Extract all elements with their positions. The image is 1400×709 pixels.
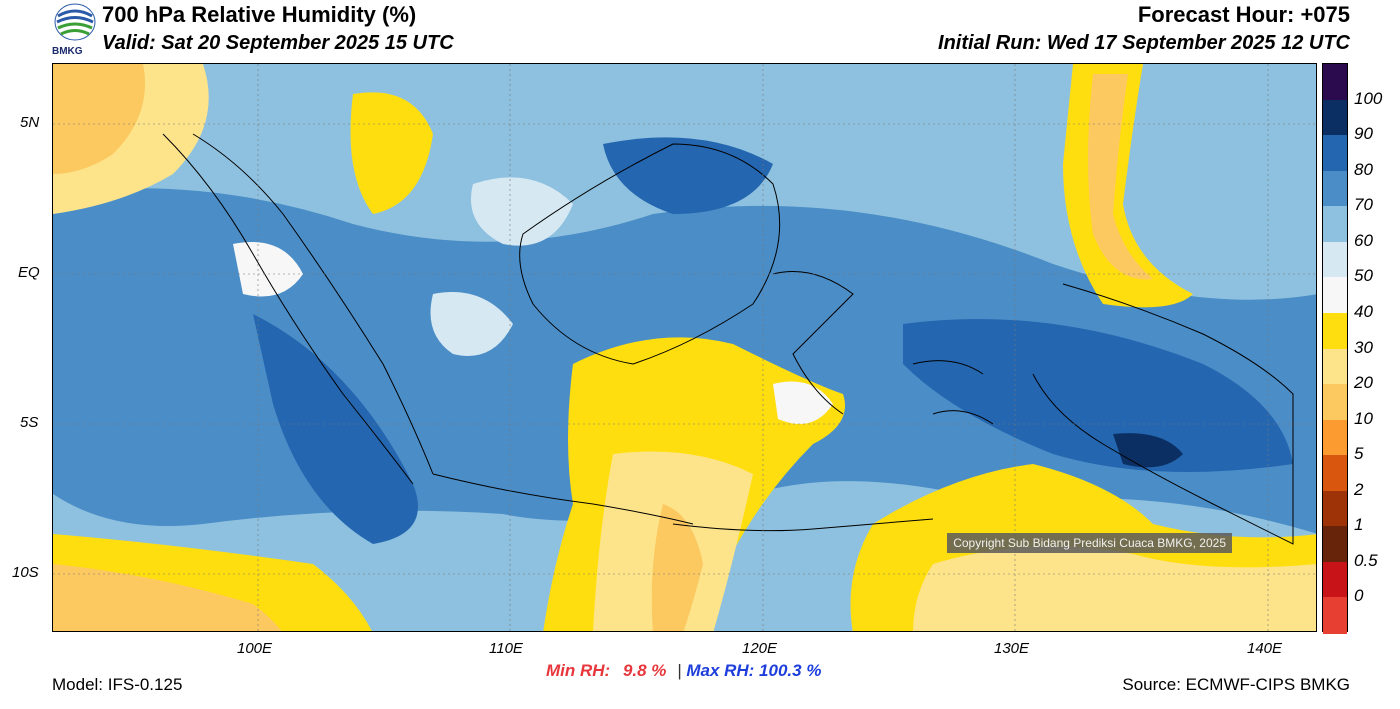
lat-label-5s: 5S [20,414,39,431]
valid-time: Valid: Sat 20 September 2025 15 UTC [102,32,454,54]
bmkg-logo: BMKG [52,2,98,60]
lat-label-5n: 5N [20,114,40,131]
colorbar-segment [1323,348,1347,385]
colorbar [1322,63,1348,634]
stats-line: Min RH: 9.8 % | Max RH: 100.3 % [546,661,821,681]
colorbar-label: 50 [1354,266,1373,286]
colorbar-segment [1323,312,1347,349]
copyright-label: Copyright Sub Bidang Prediksi Cuaca BMKG… [947,533,1232,553]
source-label: Source: ECMWF-CIPS BMKG [1122,675,1350,694]
colorbar-segment [1323,277,1347,314]
colorbar-label: 40 [1354,301,1373,321]
colorbar-segment [1323,170,1347,207]
initial-run: Initial Run: Wed 17 September 2025 12 UT… [938,32,1350,54]
lon-label-130e: 130E [994,640,1030,657]
colorbar-segment [1323,135,1347,172]
forecast-hour: Forecast Hour: +075 [1137,2,1350,27]
lon-label-110e: 110E [489,640,523,657]
colorbar-segment [1323,490,1347,527]
colorbar-label: 100 [1354,88,1383,108]
colorbar-label: 0.5 [1354,550,1378,570]
lon-label-120e: 120E [742,640,778,657]
chart-title: 700 hPa Relative Humidity (%) [102,2,417,27]
colorbar-segment [1323,99,1347,136]
min-rh-label: Min RH: [546,661,611,680]
lat-label-eq: EQ [18,264,40,281]
colorbar-segment [1323,419,1347,456]
colorbar-label: 80 [1354,159,1373,179]
colorbar-segment [1323,561,1347,598]
colorbar-segment [1323,526,1347,563]
colorbar-segment [1323,64,1347,101]
colorbar-label: 60 [1354,230,1373,250]
colorbar-label: 1 [1354,515,1364,535]
humidity-map[interactable]: Copyright Sub Bidang Prediksi Cuaca BMKG… [52,63,1317,632]
lat-label-10s: 10S [12,564,39,581]
colorbar-segment [1323,384,1347,421]
colorbar-label: 90 [1354,124,1373,144]
stats-separator: | [677,661,682,680]
colorbar-label: 70 [1354,195,1373,215]
min-rh-value: 9.8 % [622,661,667,680]
colorbar-segment [1323,597,1347,634]
lon-label-100e: 100E [237,640,273,657]
colorbar-label: 5 [1354,444,1364,464]
max-rh-label: Max RH: 100.3 % [686,661,822,680]
colorbar-segment [1323,455,1347,492]
colorbar-label: 0 [1354,586,1364,606]
colorbar-label: 10 [1354,408,1373,428]
colorbar-segment [1323,206,1347,243]
colorbar-label: 30 [1354,337,1373,357]
lon-label-140e: 140E [1247,640,1283,657]
colorbar-label: 20 [1354,373,1373,393]
colorbar-label: 2 [1354,479,1364,499]
colorbar-segment [1323,241,1347,278]
humidity-field [53,64,1316,631]
logo-text: BMKG [52,46,83,57]
model-label: Model: IFS-0.125 [52,675,183,694]
